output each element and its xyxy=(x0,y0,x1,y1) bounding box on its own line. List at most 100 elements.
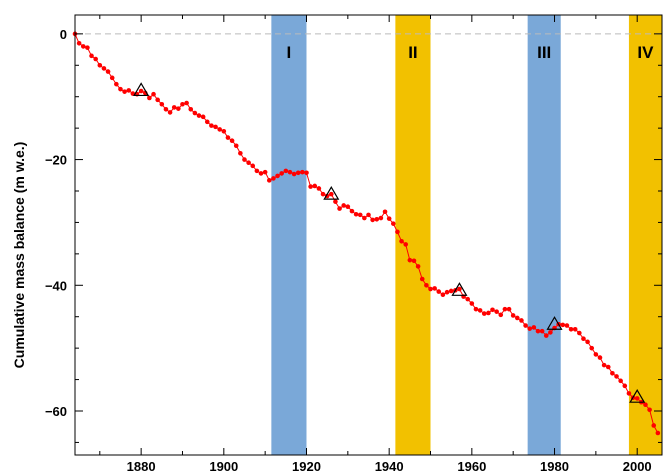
data-point xyxy=(585,339,590,345)
data-point xyxy=(481,311,487,316)
x-tick-label: 1980 xyxy=(540,459,569,474)
data-point xyxy=(126,88,132,93)
y-tick-label: −60 xyxy=(45,404,67,419)
data-point xyxy=(254,168,260,174)
data-point xyxy=(300,169,305,175)
data-point xyxy=(618,378,623,384)
data-point xyxy=(498,312,504,318)
data-point xyxy=(374,216,380,222)
data-point xyxy=(362,215,367,221)
data-point xyxy=(147,95,152,101)
data-point xyxy=(581,336,586,342)
data-point xyxy=(349,208,355,214)
data-point xyxy=(448,288,454,294)
data-point xyxy=(531,325,537,330)
x-tick-label: 1900 xyxy=(209,459,238,474)
band-label-3: III xyxy=(537,43,551,62)
data-point xyxy=(510,313,516,318)
data-point xyxy=(229,138,235,144)
data-point xyxy=(655,430,661,436)
data-point xyxy=(328,191,334,197)
data-point xyxy=(494,309,499,314)
y-tick-label: −40 xyxy=(45,278,67,293)
triangle-marker xyxy=(133,82,150,97)
band-4 xyxy=(628,15,662,455)
data-point xyxy=(440,292,446,298)
data-point xyxy=(176,106,181,111)
data-point xyxy=(184,100,189,106)
data-point xyxy=(506,306,512,312)
data-point xyxy=(233,143,239,149)
data-point xyxy=(519,318,524,323)
data-point xyxy=(159,101,165,107)
x-tick-label: 1960 xyxy=(457,459,486,474)
data-point xyxy=(614,374,619,379)
data-point xyxy=(543,333,549,338)
data-point xyxy=(457,286,462,292)
data-point xyxy=(345,204,351,210)
data-point xyxy=(436,289,442,294)
data-point xyxy=(151,91,156,97)
data-point xyxy=(527,326,533,331)
data-point xyxy=(138,88,144,94)
y-tick-label: −20 xyxy=(45,153,67,168)
data-point xyxy=(312,183,318,189)
data-point xyxy=(109,75,115,81)
data-point xyxy=(502,306,508,312)
band-label-1: I xyxy=(287,43,292,62)
data-point xyxy=(403,242,409,247)
data-point xyxy=(548,330,553,335)
data-point xyxy=(304,170,309,176)
data-point xyxy=(291,171,297,177)
data-point xyxy=(601,362,607,368)
data-point xyxy=(411,258,417,264)
triangle-marker xyxy=(323,185,340,200)
x-tick-label: 1920 xyxy=(292,459,321,474)
data-point xyxy=(428,286,433,292)
data-point xyxy=(473,306,479,312)
data-point xyxy=(560,322,566,328)
y-axis-title: Cumulative mass balance (m w.e.) xyxy=(11,142,27,369)
data-point xyxy=(622,383,628,389)
data-point xyxy=(564,323,570,328)
data-points xyxy=(72,31,661,436)
data-point xyxy=(85,45,90,50)
data-point xyxy=(295,170,301,176)
data-point xyxy=(122,89,127,94)
data-point xyxy=(308,184,313,189)
y-tick-label: 0 xyxy=(60,27,67,42)
data-point xyxy=(167,110,173,115)
data-point xyxy=(490,307,495,313)
data-point xyxy=(407,257,413,263)
data-point xyxy=(366,212,371,218)
data-point xyxy=(242,157,247,162)
data-point xyxy=(196,113,202,118)
data-point xyxy=(415,264,421,269)
data-point xyxy=(171,105,177,110)
data-point xyxy=(258,171,264,176)
data-point xyxy=(469,301,475,306)
data-point xyxy=(250,163,256,169)
data-point xyxy=(419,276,425,282)
data-point xyxy=(97,62,103,68)
data-point xyxy=(155,97,160,103)
data-point xyxy=(523,323,528,328)
data-point xyxy=(225,135,231,140)
data-point xyxy=(643,402,648,408)
data-point xyxy=(204,119,210,125)
data-point xyxy=(391,221,396,226)
data-point xyxy=(399,238,404,244)
data-point xyxy=(634,396,640,401)
data-point xyxy=(353,211,359,217)
data-point xyxy=(217,127,222,132)
series-line xyxy=(74,33,659,434)
data-point xyxy=(89,53,94,59)
x-tick-label: 1940 xyxy=(375,459,404,474)
x-tick-label: 2000 xyxy=(623,459,652,474)
data-point xyxy=(221,128,227,134)
data-point xyxy=(101,66,107,71)
data-point xyxy=(577,330,582,336)
triangle-marker xyxy=(546,316,563,330)
data-point xyxy=(444,289,450,295)
